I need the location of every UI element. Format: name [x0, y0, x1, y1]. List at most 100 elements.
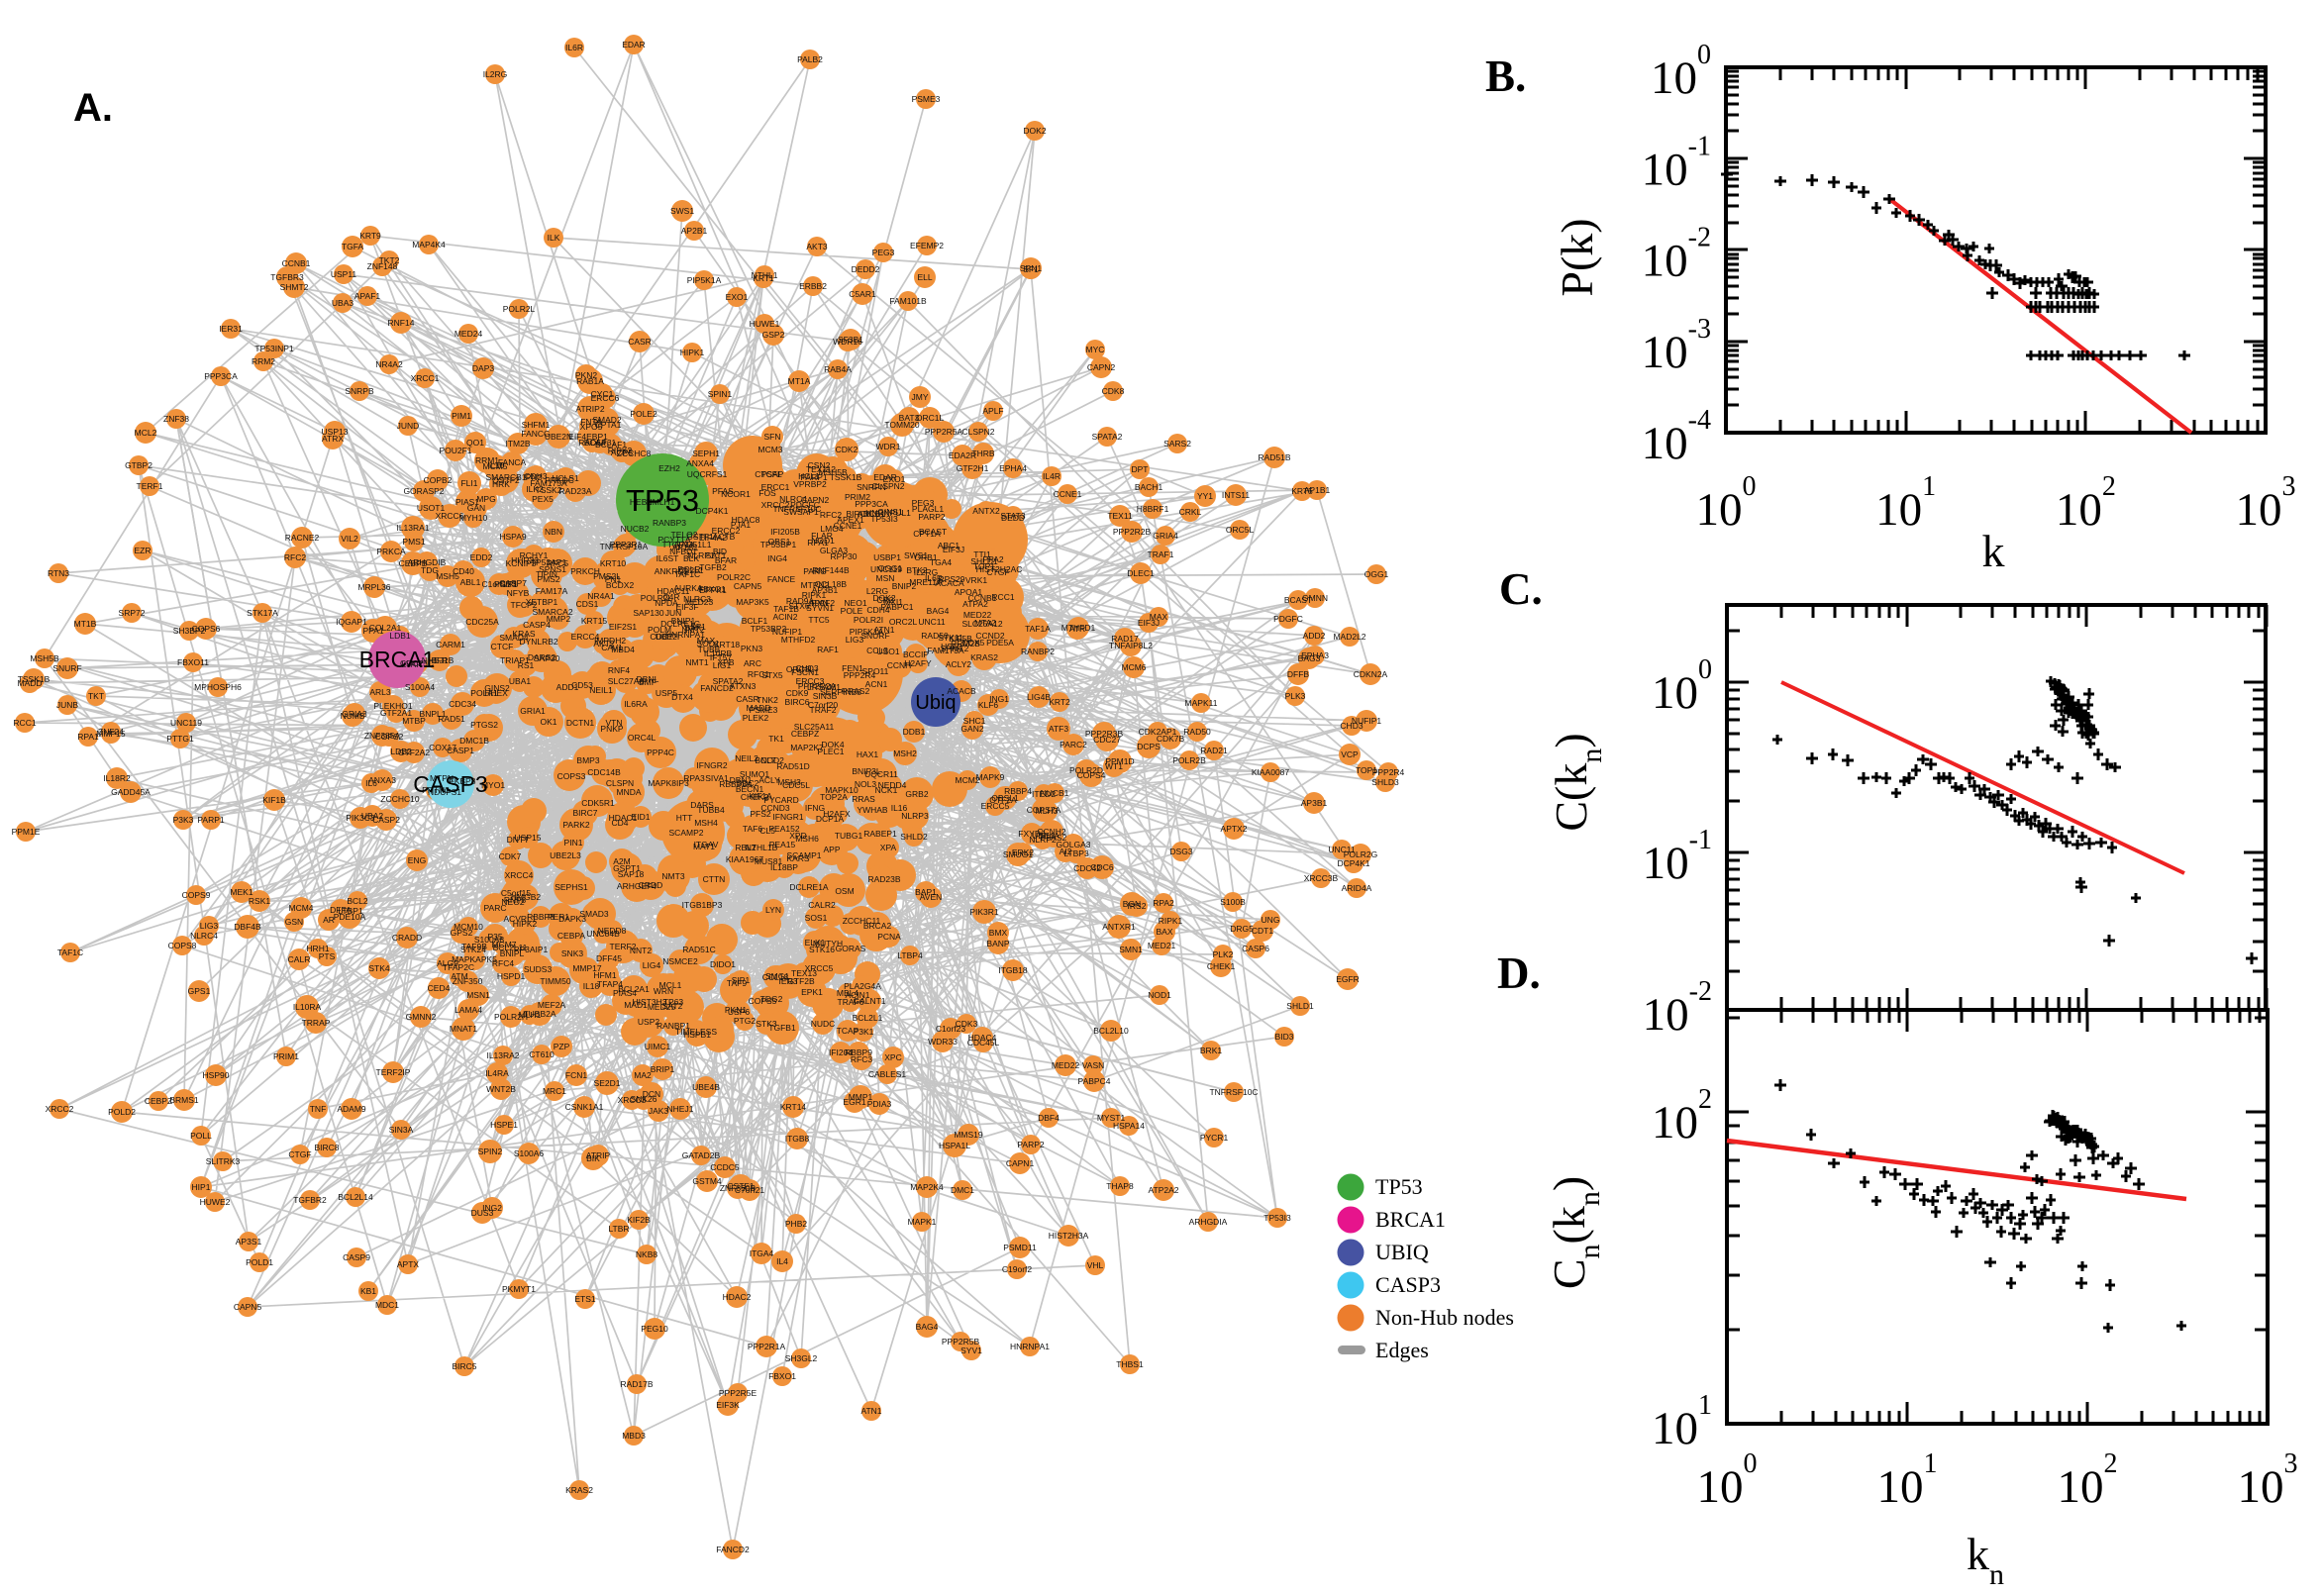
svg-text:SH3BP2: SH3BP2 [173, 626, 206, 636]
svg-text:RIPK1: RIPK1 [1159, 916, 1183, 926]
svg-text:TOP1: TOP1 [973, 561, 995, 571]
svg-text:BNIP3L: BNIP3L [852, 766, 881, 776]
svg-text:TSSK1B: TSSK1B [830, 472, 862, 482]
svg-text:UNC11: UNC11 [1328, 845, 1356, 854]
svg-text:BRMS1: BRMS1 [169, 1095, 199, 1105]
svg-text:GMNN2: GMNN2 [406, 1012, 437, 1022]
svg-text:TAF1A: TAF1A [1025, 624, 1051, 634]
svg-text:ACN1: ACN1 [865, 679, 888, 689]
svg-text:CRADD: CRADD [392, 933, 422, 943]
svg-text:STK3: STK3 [756, 1019, 777, 1029]
svg-text:APTX2: APTX2 [1221, 824, 1248, 834]
svg-text:PPP3R1: PPP3R1 [610, 540, 643, 549]
svg-text:SPIN2: SPIN2 [478, 1147, 503, 1156]
svg-text:PIAS1: PIAS1 [455, 497, 479, 507]
svg-text:PMS2: PMS2 [537, 574, 559, 584]
svg-text:ADD2: ADD2 [1303, 631, 1326, 641]
svg-text:TRAF2: TRAF2 [810, 705, 837, 715]
svg-text:Edges: Edges [1375, 1338, 1429, 1362]
svg-text:VASN: VASN [1082, 1060, 1105, 1070]
svg-text:MPHOSPH6: MPHOSPH6 [194, 682, 242, 692]
svg-text:RCC1: RCC1 [991, 592, 1014, 602]
svg-text:BAG4: BAG4 [916, 1322, 939, 1332]
svg-text:COPS4: COPS4 [1077, 770, 1106, 780]
svg-text:LIG1: LIG1 [713, 660, 732, 670]
svg-text:CASP7: CASP7 [499, 578, 527, 588]
svg-text:WRN: WRN [654, 986, 673, 996]
svg-text:C7orf21: C7orf21 [735, 1185, 765, 1195]
svg-text:S100A8: S100A8 [474, 935, 505, 945]
svg-text:BMP3: BMP3 [576, 755, 599, 765]
svg-text:BIRC5: BIRC5 [452, 1361, 476, 1371]
svg-text:COL2A1: COL2A1 [369, 623, 402, 633]
svg-text:RAD51: RAD51 [438, 714, 465, 724]
svg-text:ANXA3: ANXA3 [368, 775, 396, 785]
svg-text:CAV1: CAV1 [601, 643, 623, 652]
svg-text:NEO2: NEO2 [501, 897, 524, 907]
svg-text:SHLD2: SHLD2 [900, 832, 928, 842]
svg-text:TNFRSF10C: TNFRSF10C [772, 504, 821, 514]
svg-text:PZP: PZP [554, 1042, 570, 1051]
svg-text:BIRC8: BIRC8 [846, 509, 870, 519]
svg-text:HRK: HRK [492, 479, 510, 489]
svg-text:TFAP2C: TFAP2C [443, 962, 474, 972]
svg-text:EID1: EID1 [632, 812, 651, 822]
svg-text:ACLY2: ACLY2 [946, 659, 972, 669]
svg-text:ATP2A2: ATP2A2 [1148, 1185, 1178, 1195]
svg-text:AP3B1: AP3B1 [1301, 798, 1328, 808]
svg-text:CSN2: CSN2 [808, 460, 831, 470]
svg-text:PPP2R4: PPP2R4 [844, 670, 876, 680]
svg-text:DFFB: DFFB [1287, 669, 1310, 679]
svg-text:EIF3J: EIF3J [943, 545, 964, 554]
svg-text:MED23: MED23 [685, 597, 714, 607]
svg-text:TGA4: TGA4 [930, 557, 952, 567]
svg-text:MCM4: MCM4 [288, 903, 313, 913]
svg-text:UBE2L3: UBE2L3 [550, 850, 581, 860]
svg-text:TSSK1B: TSSK1B [18, 674, 50, 684]
svg-text:EPPK1: EPPK1 [699, 585, 727, 595]
svg-text:PKMYT1: PKMYT1 [502, 1284, 536, 1294]
svg-text:PEA15: PEA15 [769, 840, 796, 849]
svg-text:TIMELESS: TIMELESS [675, 1027, 717, 1037]
svg-text:CEBPB: CEBPB [399, 558, 428, 568]
svg-text:SHFM1: SHFM1 [522, 420, 551, 430]
svg-text:FBXO1: FBXO1 [698, 584, 726, 594]
svg-text:RRAS2: RRAS2 [842, 686, 870, 696]
svg-text:H2AFX: H2AFX [823, 809, 851, 819]
svg-text:EXO1: EXO1 [726, 292, 749, 302]
svg-text:ACACA: ACACA [935, 578, 964, 588]
svg-text:RRM2: RRM2 [252, 356, 275, 366]
svg-text:NHEJ1: NHEJ1 [667, 1104, 694, 1114]
svg-text:NFBD1: NFBD1 [669, 547, 697, 556]
svg-text:JUND: JUND [397, 421, 420, 431]
svg-text:RFC5: RFC5 [547, 558, 568, 568]
svg-text:POLR2L: POLR2L [641, 593, 673, 603]
svg-text:TELO2: TELO2 [671, 530, 698, 540]
svg-text:GRIA3: GRIA3 [342, 709, 367, 719]
svg-text:DPT: DPT [1132, 464, 1149, 474]
svg-text:NEIL1: NEIL1 [589, 685, 613, 695]
svg-text:RAD50: RAD50 [921, 631, 949, 641]
svg-text:TAF1B: TAF1B [773, 604, 799, 614]
svg-text:COPB2: COPB2 [424, 475, 453, 485]
svg-text:SAP18: SAP18 [618, 869, 645, 879]
svg-text:RAF1: RAF1 [817, 645, 839, 654]
svg-text:THBS1: THBS1 [1116, 1359, 1144, 1369]
svg-text:FBXO11: FBXO11 [177, 657, 209, 667]
svg-text:GRIA4: GRIA4 [1153, 531, 1178, 541]
svg-text:CCNE1: CCNE1 [1054, 489, 1082, 499]
svg-text:DAP3: DAP3 [472, 363, 494, 373]
svg-text:DCTN1: DCTN1 [566, 718, 595, 728]
svg-text:TAF9: TAF9 [727, 978, 747, 988]
svg-text:PLA2G4A: PLA2G4A [844, 981, 881, 991]
svg-text:D.: D. [1497, 948, 1541, 998]
svg-text:SWSAP1: SWSAP1 [783, 507, 819, 517]
svg-text:BID3: BID3 [1275, 1032, 1294, 1042]
svg-text:UNC84B: UNC84B [586, 929, 620, 939]
svg-text:NLRP2: NLRP2 [1029, 835, 1057, 845]
svg-text:CCL18B: CCL18B [815, 579, 847, 589]
svg-text:AKT3: AKT3 [806, 242, 828, 251]
svg-text:POLM: POLM [648, 625, 671, 635]
svg-text:ACIN2: ACIN2 [772, 612, 797, 622]
svg-text:CASR: CASR [628, 337, 652, 347]
